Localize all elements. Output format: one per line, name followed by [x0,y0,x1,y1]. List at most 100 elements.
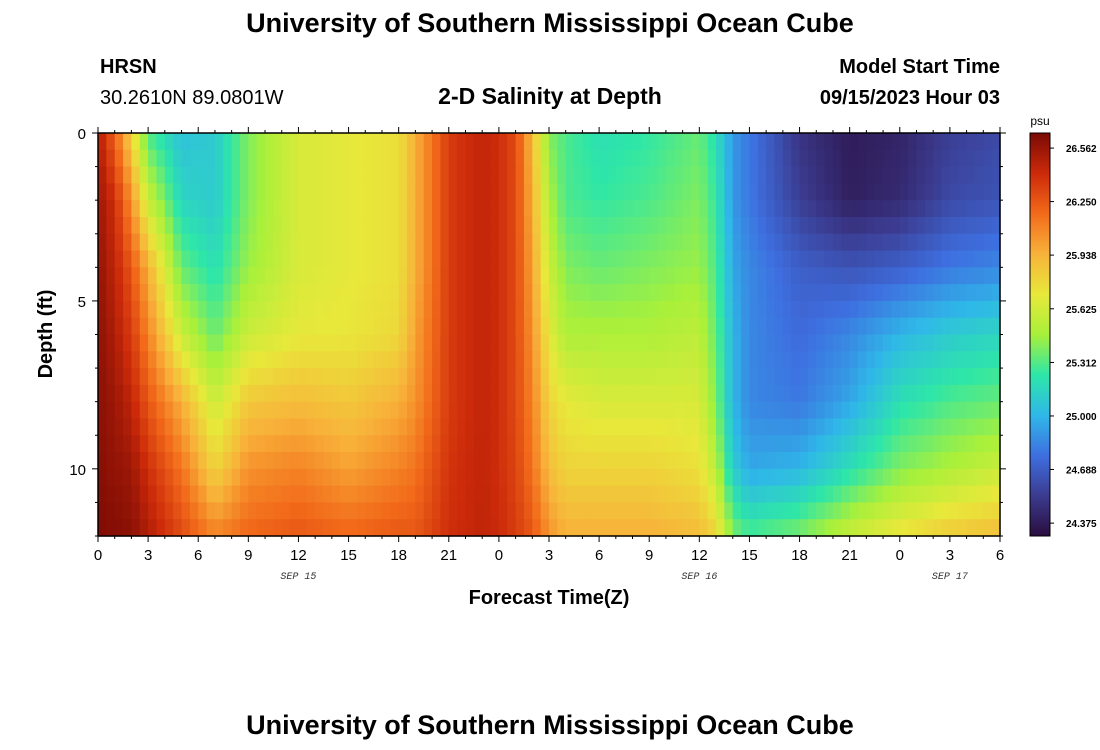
heatmap-cell [223,519,233,537]
heatmap-cell [248,485,258,504]
heatmap-cell [356,200,366,218]
heatmap-cell [607,401,617,420]
heatmap-cell [515,368,525,386]
heatmap-cell [290,233,300,252]
heatmap-cell [582,334,592,352]
heatmap-cell [198,216,208,235]
heatmap-cell [214,519,224,537]
heatmap-cell [766,300,776,319]
heatmap-cell [949,485,959,504]
heatmap-cell [340,351,350,369]
heatmap-cell [657,502,667,520]
heatmap-cell [924,452,934,470]
heatmap-cell [707,384,717,403]
heatmap-cell [198,401,208,420]
heatmap-cell [365,300,375,319]
heatmap-cell [415,401,425,420]
heatmap-cell [632,250,642,268]
heatmap-cell [766,452,776,470]
heatmap-cell [791,166,801,184]
heatmap-cell [390,149,400,168]
heatmap-cell [924,216,934,235]
heatmap-cell [198,317,208,336]
heatmap-cell [281,183,291,201]
heatmap-cell [281,368,291,386]
heatmap-cell [507,200,517,218]
heatmap-cell [398,166,408,184]
heatmap-cell [941,519,951,537]
heatmap-cell [340,485,350,504]
heatmap-cell [398,233,408,252]
heatmap-cell [766,368,776,386]
heatmap-cell [239,200,249,218]
heatmap-cell [782,233,792,252]
heatmap-cell [356,468,366,487]
heatmap-cell [908,384,918,403]
heatmap-cell [248,519,258,537]
heatmap-cell [273,317,283,336]
heatmap-cell [874,300,884,319]
heatmap-cell [757,216,767,235]
heatmap-cell [607,317,617,336]
heatmap-cell [114,133,124,151]
heatmap-cell [265,183,274,201]
heatmap-cell [966,200,976,218]
heatmap-cell [390,452,400,470]
heatmap-cell [281,401,291,420]
heatmap-cell [891,267,901,285]
heatmap-cell [340,166,350,184]
heatmap-cell [574,519,584,537]
heatmap-cell [139,284,149,302]
heatmap-cell [465,435,475,453]
heatmap-cell [899,384,909,403]
heatmap-cell [782,267,792,285]
heatmap-cell [841,334,851,352]
heatmap-cell [640,149,650,168]
heatmap-cell [549,317,558,336]
heatmap-cell [574,468,584,487]
heatmap-cell [866,267,876,285]
heatmap-cell [265,401,274,420]
heatmap-cell [323,166,333,184]
heatmap-cell [649,183,659,201]
heatmap-cell [782,200,792,218]
heatmap-cell [949,418,959,436]
heatmap-cell [448,233,458,252]
heatmap-cell [590,334,600,352]
heatmap-cell [415,418,425,436]
heatmap-cell [298,485,308,504]
heatmap-cell [899,267,909,285]
heatmap-cell [974,334,984,352]
heatmap-cell [958,133,968,151]
heatmap-cell [273,300,283,319]
heatmap-cell [883,452,893,470]
heatmap-cell [983,284,993,302]
heatmap-cell [824,149,834,168]
heatmap-cell [398,250,408,268]
heatmap-cell [874,267,884,285]
heatmap-cell [356,216,366,235]
heatmap-cell [298,452,308,470]
heatmap-cell [340,368,350,386]
heatmap-cell [741,200,751,218]
heatmap-cell [540,485,550,504]
heatmap-cell [674,401,684,420]
heatmap-cell [949,351,959,369]
heatmap-cell [448,166,458,184]
heatmap-cell [699,519,709,537]
heatmap-cell [331,284,341,302]
heatmap-cell [281,149,291,168]
heatmap-cell [340,250,350,268]
heatmap-cell [273,351,283,369]
colorbar-tick-label: 26.562 [1066,144,1097,155]
heatmap-cell [757,468,767,487]
heatmap-cell [164,519,174,537]
heatmap-cell [632,485,642,504]
heatmap-cell [114,233,124,252]
heatmap-cell [365,384,375,403]
heatmap-cell [791,233,801,252]
heatmap-cell [156,300,166,319]
heatmap-cell [156,250,166,268]
heatmap-cell [532,351,542,369]
heatmap-cell [699,233,709,252]
